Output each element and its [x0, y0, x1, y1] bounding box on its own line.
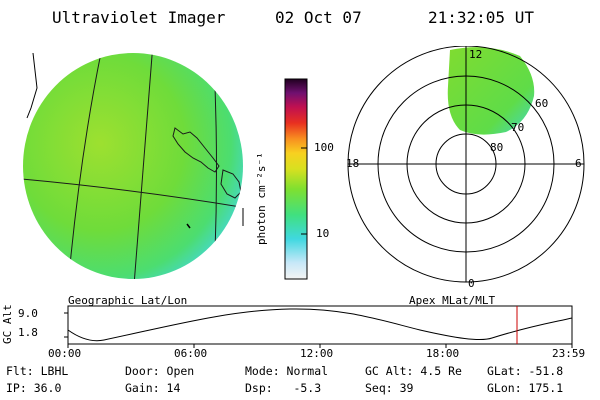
altitude-x-tick: 23:59: [552, 347, 586, 360]
altitude-x-tick: 06:00: [174, 347, 208, 360]
colorbar-unit-label: photon cm⁻²s⁻¹: [255, 152, 268, 245]
mlat-label-70: 70: [511, 121, 525, 134]
coastline: [172, 127, 220, 173]
altitude-ymax-label: 9.0: [18, 307, 38, 320]
mode-readout: Mode: Normal: [245, 364, 329, 378]
mlt-label-12: 12: [469, 48, 483, 61]
meridian-line: [132, 53, 154, 279]
glon-readout: GLon: 175.1: [487, 381, 564, 395]
altitude-curve: [67, 308, 573, 342]
instrument-title: Ultraviolet Imager: [52, 8, 226, 27]
polar-caption: Apex MLat/MLT: [409, 294, 496, 307]
color-scale-bar: [284, 78, 308, 280]
glat-readout: GLat: -51.8: [487, 364, 564, 378]
gain-readout: Gain: 14: [125, 381, 181, 395]
altitude-x-tick: 12:00: [300, 347, 334, 360]
geographic-map: [23, 52, 244, 279]
coastline: [186, 223, 191, 229]
coastline: [26, 52, 38, 119]
altitude-plot: [64, 305, 573, 348]
observation-date: 02 Oct 07: [275, 8, 362, 27]
observation-time: 21:32:05 UT: [428, 8, 534, 27]
altitude-plot-frame: [67, 305, 573, 345]
altitude-ymin-label: 1.8: [18, 326, 38, 339]
coastline: [220, 169, 242, 199]
mlt-label-6: 6: [575, 157, 582, 170]
polar-plot: [347, 46, 585, 283]
uv-image-disk: [23, 53, 243, 279]
ip-readout: IP: 36.0: [6, 381, 62, 395]
colorbar-tick-label: 100: [314, 141, 334, 154]
gc-altitude-readout: GC Alt: 4.5 Re: [365, 364, 462, 378]
dsp-readout: Dsp: -5.3: [245, 381, 322, 395]
altitude-axis-label: GC Alt: [1, 304, 14, 344]
door-readout: Door: Open: [125, 364, 195, 378]
altitude-x-tick: 18:00: [426, 347, 460, 360]
parallel-line: [23, 177, 243, 209]
colorbar-tick-label: 10: [316, 227, 330, 240]
mlt-label-18: 18: [346, 157, 360, 170]
polar-uv-coverage: [447, 47, 535, 135]
altitude-x-tick: 00:00: [48, 347, 82, 360]
map-caption: Geographic Lat/Lon: [68, 294, 188, 307]
sequence-readout: Seq: 39: [365, 381, 414, 395]
mlat-label-60: 60: [535, 97, 549, 110]
mlt-label-0: 0: [468, 277, 475, 290]
filter-readout: Flt: LBHL: [6, 364, 69, 378]
mlat-label-80: 80: [490, 141, 504, 154]
